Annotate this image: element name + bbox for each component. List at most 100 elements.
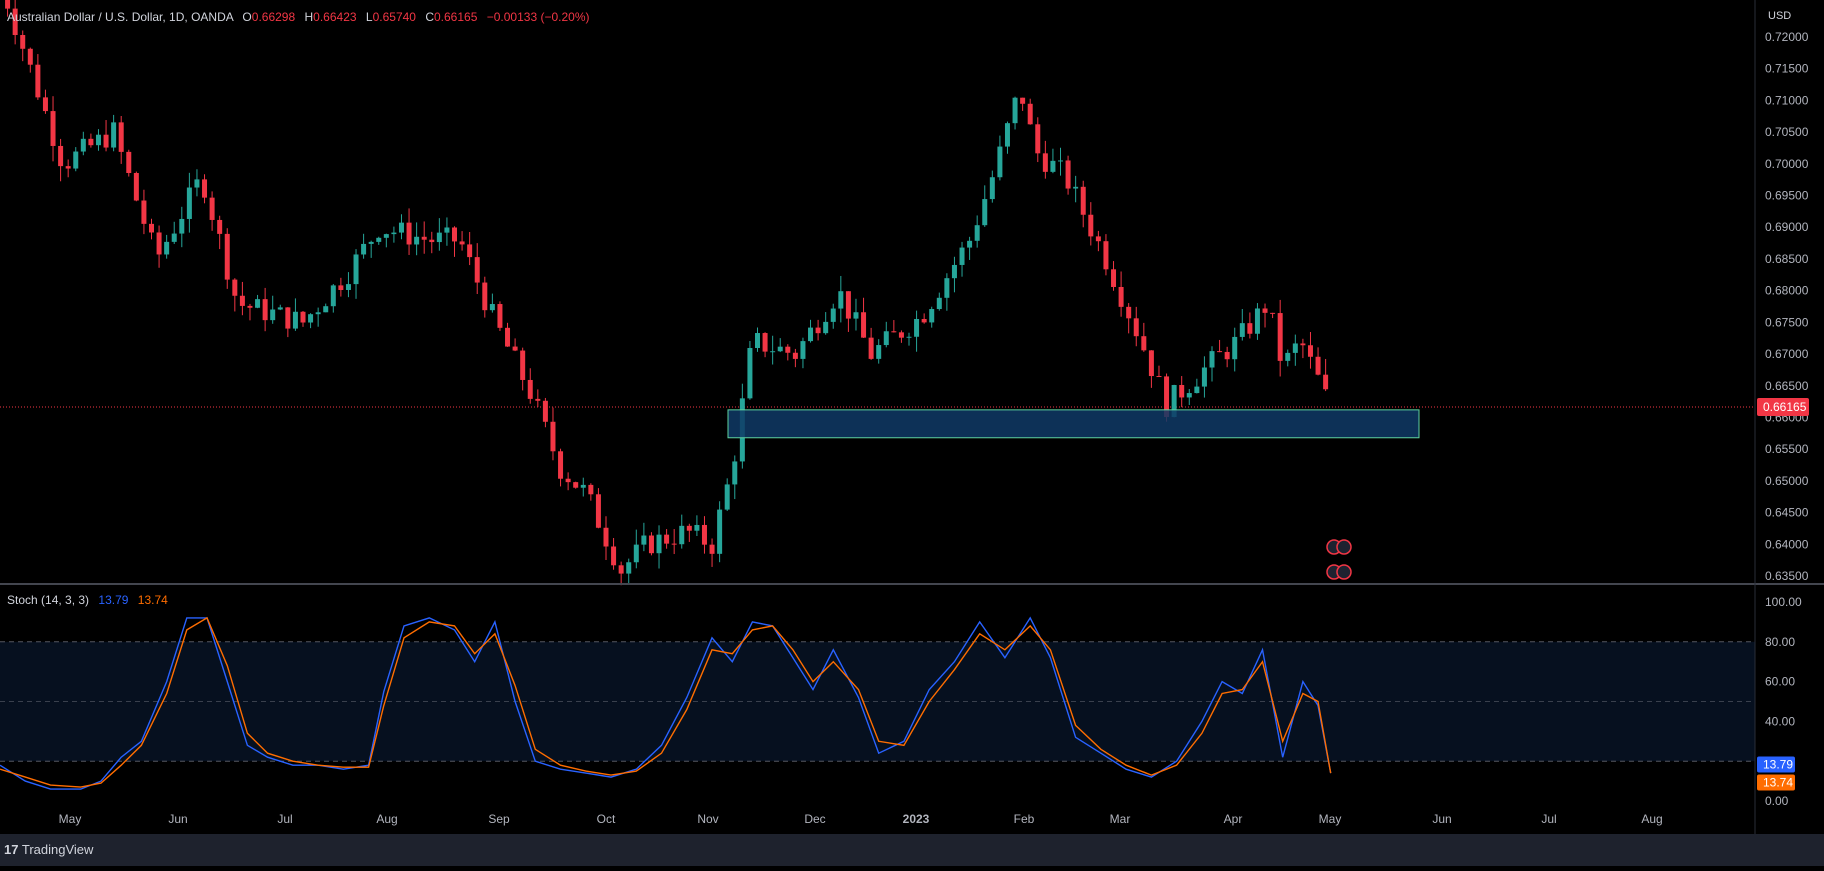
candle-body (588, 484, 594, 495)
candle-body (1080, 186, 1086, 215)
support-zone[interactable] (727, 409, 1420, 439)
candle-body (1004, 123, 1010, 147)
candle-body (368, 241, 374, 244)
candle-body (300, 311, 306, 323)
candle-body (1020, 97, 1026, 104)
price-tick-label: 0.63500 (1765, 569, 1809, 583)
economic-events[interactable] (1326, 539, 1352, 580)
candle-body (808, 327, 814, 342)
candle-body (1194, 386, 1200, 394)
candle-body (65, 166, 71, 169)
candle-body (906, 336, 912, 338)
candle-body (421, 236, 427, 240)
candle-body (626, 562, 632, 574)
candle-body (770, 351, 776, 353)
candle-body (255, 299, 261, 308)
price-tick-label: 0.66500 (1765, 379, 1809, 393)
candle-body (330, 285, 336, 307)
candle-body (217, 219, 223, 234)
candle-body (1103, 241, 1109, 270)
candle-body (1133, 318, 1139, 337)
candle-body (88, 138, 94, 146)
candle-body (633, 544, 639, 563)
price-tick-label: 0.64000 (1765, 537, 1809, 551)
stoch-tick-label: 100.00 (1765, 595, 1802, 609)
price-tick-label: 0.71500 (1765, 62, 1809, 76)
candle-body (686, 525, 692, 531)
candle-body (1179, 385, 1185, 398)
candle-body (209, 197, 215, 220)
time-tick-label: Apr (1224, 812, 1243, 826)
price-axis[interactable]: 0.72000 0.71500 0.71000 0.70500 0.70000 0.695… (1765, 30, 1809, 583)
candle-body (709, 544, 715, 554)
candle-body (1270, 312, 1276, 314)
candle-body (164, 241, 170, 255)
candle-body (12, 8, 18, 36)
candle-body (436, 232, 442, 243)
candle-body (202, 179, 208, 198)
candle-body (1217, 351, 1223, 353)
stoch-header[interactable]: Stoch (14, 3, 3) 13.79 13.74 (7, 593, 168, 607)
open-label: O (242, 10, 252, 24)
candle-body (58, 145, 64, 167)
time-tick-label: Aug (376, 812, 397, 826)
candle-body (414, 236, 420, 245)
candle-body (80, 138, 86, 152)
candle-body (338, 285, 344, 290)
candle-body (277, 307, 283, 310)
candle-body (376, 237, 382, 242)
candle-body (20, 35, 26, 49)
candle-body (762, 333, 768, 352)
candle-body (103, 134, 109, 148)
candle-body (1027, 103, 1033, 125)
candle-body (929, 309, 935, 323)
time-axis[interactable]: May Jun Jul Aug Sep Oct Nov Dec 2023 Feb Mar Apr May… (59, 812, 1663, 826)
candle-body (133, 173, 139, 201)
stoch-tick-label: 80.00 (1765, 635, 1795, 649)
price-tick-label: 0.65000 (1765, 474, 1809, 488)
candle-body (186, 187, 192, 219)
candle-body (429, 239, 435, 243)
candle-body (1095, 236, 1101, 242)
candle-body (452, 227, 457, 242)
candle-body (823, 321, 829, 334)
last-price-tag-bg (1757, 398, 1809, 417)
candle-body (876, 345, 882, 359)
candle-body (853, 312, 859, 319)
candle-body (171, 233, 177, 242)
candle-body (505, 327, 511, 347)
price-tick-label: 0.69500 (1765, 189, 1809, 203)
time-tick-label: Sep (488, 812, 510, 826)
candle-body (997, 146, 1003, 178)
candle-body (73, 151, 79, 169)
candle-body (868, 337, 874, 359)
time-tick-label: Aug (1641, 812, 1662, 826)
time-tick-label: Mar (1110, 812, 1131, 826)
event-flag-icon (1336, 539, 1352, 555)
high-value: 0.66423 (313, 10, 357, 24)
price-tick-label: 0.64500 (1765, 506, 1809, 520)
candle-body (1323, 374, 1329, 390)
stoch-line-k (0, 616, 1332, 790)
candle-body (701, 524, 707, 545)
candle-body (239, 295, 245, 306)
candle-body (489, 304, 495, 311)
candle-body (792, 352, 798, 359)
stoch-value-tags: 13.79 13.74 (1757, 756, 1795, 791)
candle-body (285, 307, 291, 329)
candle-body (755, 333, 760, 348)
tradingview-logo[interactable]: 17 TradingView (4, 842, 93, 857)
candle-body (1254, 308, 1260, 334)
price-tick-label: 0.72000 (1765, 30, 1809, 44)
stoch-band (0, 641, 1755, 762)
candle-body (1058, 160, 1063, 162)
candle-body (603, 527, 609, 547)
candle-body (315, 312, 321, 315)
close-value: 0.66165 (434, 10, 478, 24)
stoch-k-value: 13.79 (98, 593, 129, 607)
candle-body (179, 218, 185, 234)
candle-body (1171, 385, 1177, 418)
candle-body (830, 308, 836, 322)
